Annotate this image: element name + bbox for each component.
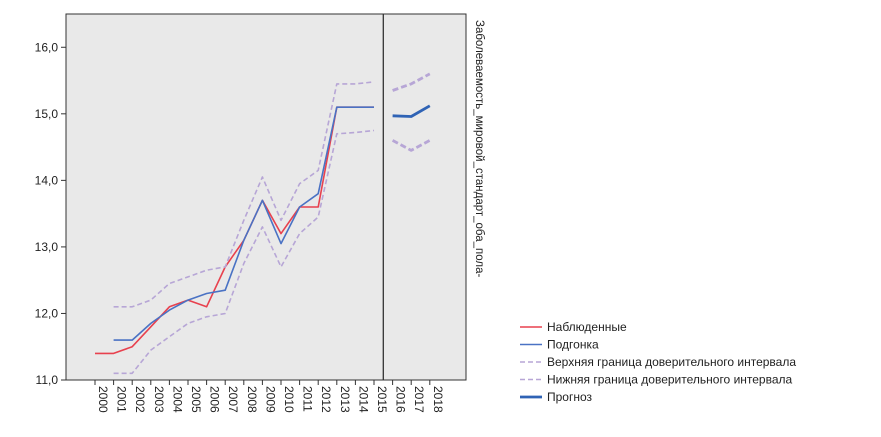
x-tick-label: 2017 — [412, 386, 426, 413]
axis-layer: 11,0 12,0 13,0 14,0 15,0 16,0 2000 2001 2002 2003… — [35, 40, 445, 413]
x-tick-label: 2001 — [115, 386, 129, 413]
x-tick-label: 2002 — [133, 386, 147, 413]
series-upper-bound-line — [113, 81, 375, 308]
y-tick-label: 11,0 — [36, 373, 59, 387]
y-tick-label: 13,0 — [35, 240, 59, 254]
legend: Наблюденные Подгонка Верхняя граница довер… — [520, 320, 796, 404]
x-tick-label: 2007 — [226, 386, 240, 413]
series-observed-line — [95, 106, 374, 355]
x-tick-label: 2013 — [338, 386, 352, 413]
x-tick-label: 2012 — [319, 386, 333, 413]
x-tick-label: 2014 — [356, 386, 370, 413]
y-tick-label: 15,0 — [35, 107, 59, 121]
x-tick-label: 2000 — [96, 386, 110, 413]
legend-label: Подгонка — [547, 338, 599, 352]
x-tick-label: 2009 — [263, 386, 277, 413]
x-tick-label: 2010 — [282, 386, 296, 413]
legend-label: Верхняя граница доверительного интервала — [547, 355, 796, 369]
y-axis-label: Заболеваемость_мировой_стандарт_оба_пола… — [473, 20, 485, 278]
x-tick-label: 2011 — [301, 386, 315, 412]
series-lower-bound-line — [113, 129, 375, 375]
series-lower-bound-line-forecast — [391, 139, 431, 152]
y-tick-label: 16,0 — [35, 40, 59, 54]
x-tick-label: 2015 — [375, 386, 389, 413]
x-tick-label: 2003 — [152, 386, 166, 413]
plot-area — [65, 13, 467, 381]
x-tick-label: 2018 — [431, 386, 445, 413]
x-tick-label: 2006 — [208, 386, 222, 413]
legend-label: Нижняя граница доверительного интервала — [547, 373, 793, 387]
y-tick-label: 12,0 — [35, 306, 59, 320]
y-tick-label: 14,0 — [35, 173, 59, 187]
legend-label: Наблюденные — [547, 320, 627, 334]
x-tick-label: 2016 — [394, 386, 408, 413]
series-fit-line — [113, 106, 374, 341]
series-upper-bound-line-forecast — [392, 72, 431, 92]
x-tick-label: 2004 — [170, 386, 184, 413]
series-layer — [95, 72, 431, 375]
x-tick-label: 2005 — [189, 386, 203, 413]
series-forecast-line-forecast — [392, 104, 431, 118]
legend-label: Прогноз — [547, 390, 593, 404]
x-tick-label: 2008 — [245, 386, 259, 413]
